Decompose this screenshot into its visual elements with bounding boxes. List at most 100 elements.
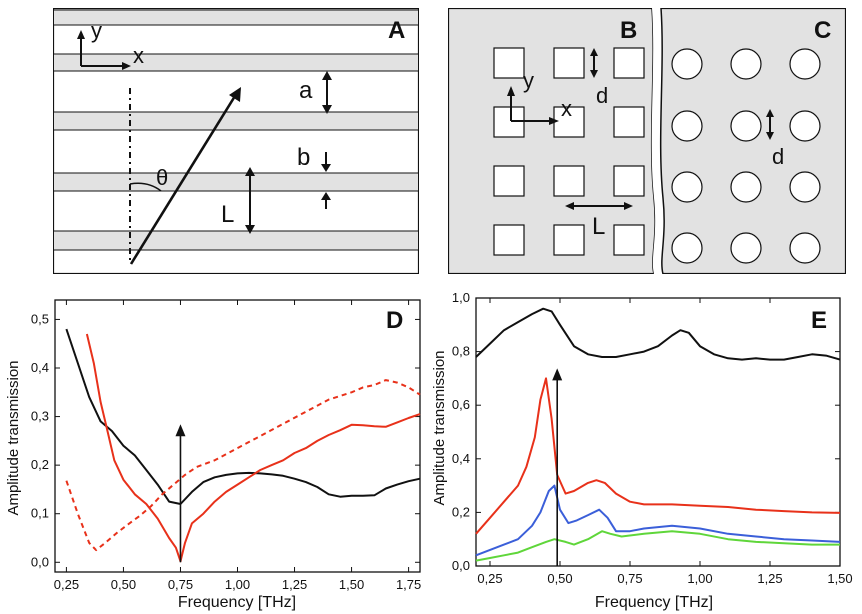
circle-hole	[671, 110, 703, 142]
break-fill	[651, 8, 665, 274]
wave-vector-arrowhead	[229, 87, 241, 102]
coordinate-axes	[80, 36, 123, 67]
axis-y-label: y	[91, 18, 102, 43]
chart-d-ytick-label: 0,0	[31, 554, 49, 569]
a-arrowhead-down	[322, 105, 332, 114]
theta-label: θ	[156, 165, 168, 190]
chart-e-xtick-label: 0,50	[547, 571, 572, 586]
square-hole	[493, 224, 525, 256]
panel-c-letter: C	[814, 17, 831, 44]
chart-d-series-red	[85, 333, 421, 563]
chart-d-ytick-label: 0,3	[31, 409, 49, 424]
panel-b-letter: B	[620, 17, 637, 44]
chart-d-ytick-label: 0,2	[31, 457, 49, 472]
circle-hole	[789, 110, 821, 142]
circle-hole	[789, 48, 821, 80]
bc-axis-x-label: x	[561, 96, 572, 121]
chart-e-ytick-label: 0,2	[452, 504, 470, 519]
circle-hole	[789, 171, 821, 203]
chart-e-ytick-label: 0,8	[452, 344, 470, 359]
circle-hole	[671, 48, 703, 80]
chart-e-plot-frame	[475, 297, 841, 567]
chart-d-xtick-label: 1,00	[225, 577, 250, 592]
chart-e-series-red	[475, 377, 841, 535]
chart-e-series-blue	[475, 484, 841, 557]
chart-e-ytick-label: 0,6	[452, 397, 470, 412]
square-hole	[493, 165, 525, 197]
panel-a-letter: A	[388, 17, 405, 44]
chart-e-xtick-label: 0,25	[477, 571, 502, 586]
b-arrowhead-top	[321, 164, 331, 172]
chart-d-xtick-label: 0,50	[111, 577, 136, 592]
chart-d-marker-arrowhead	[175, 424, 186, 437]
chart-d-ytick-label: 0,4	[31, 360, 49, 375]
L-arrowhead-up	[245, 167, 255, 176]
square-hole	[493, 47, 525, 79]
square-hole	[613, 47, 645, 79]
stripe	[53, 172, 419, 192]
circle-hole	[730, 171, 762, 203]
break-line-right	[659, 8, 665, 274]
chart-d-plot-frame	[54, 299, 421, 573]
chart-d-series-black	[65, 328, 421, 505]
panel-a-diagram: A y x θ a b L	[53, 8, 419, 274]
chart-d-xtick-label: 1,75	[396, 577, 421, 592]
chart-d-plot: 0,25 0,50 0,75 1,00 1,25 1,50 1,75 0,0 0,1 0,2 0,3…	[31, 299, 421, 592]
L-period-arrowhead-right	[624, 202, 633, 210]
chart-e-series-black	[475, 307, 841, 361]
chart-e-xtick-label: 1,50	[827, 571, 852, 586]
L-period-label: L	[592, 213, 605, 240]
panel-d-chart: Amplitude transmission Frequency [THz] D…	[5, 299, 421, 611]
wave-vector-arrow	[129, 95, 237, 265]
bc-arrowhead-y	[507, 86, 515, 96]
arrowhead-x	[122, 62, 131, 70]
chart-d-series-red-dashed	[65, 379, 421, 552]
stripe	[53, 230, 419, 251]
stripe	[53, 9, 419, 26]
b-arrowhead-bottom	[321, 192, 331, 200]
L-arrowhead-down	[245, 225, 255, 234]
axis-x-label: x	[133, 43, 144, 68]
d-circle-arrowhead-down	[766, 132, 774, 140]
chart-e-series-green	[475, 530, 840, 562]
chart-e-xlabel: Frequency [THz]	[595, 594, 713, 611]
arrowhead-y	[77, 30, 85, 39]
chart-e-ytick-label: 1,0	[452, 290, 470, 305]
chart-e-xtick-label: 1,25	[757, 571, 782, 586]
chart-e-ytick-label: 0,0	[452, 558, 470, 573]
chart-e-plot: 0,25 0,50 0,75 1,00 1,25 1,50 0,0 0,2 0,4 0,6 0,8 1…	[452, 290, 853, 586]
chart-e-xtick-label: 0,75	[617, 571, 642, 586]
chart-d-xtick-label: 1,25	[282, 577, 307, 592]
chart-e-xtick-label: 1,00	[687, 571, 712, 586]
panel-a-frame	[53, 8, 419, 274]
circle-hole	[730, 48, 762, 80]
d-circle-arrowhead-up	[766, 109, 774, 117]
d-square-arrowhead-down	[590, 70, 598, 78]
square-hole	[553, 106, 585, 138]
chart-d-ytick-label: 0,1	[31, 506, 49, 521]
label-b: b	[297, 144, 310, 171]
stripe	[53, 53, 419, 72]
chart-e-ylabel: Amplitude transmission	[431, 350, 448, 505]
d-circle-label: d	[772, 144, 784, 169]
label-a: a	[299, 77, 313, 104]
chart-d-xlabel: Frequency [THz]	[178, 594, 296, 611]
chart-d-xtick-label: 0,75	[168, 577, 193, 592]
square-hole	[553, 165, 585, 197]
panel-bc-diagram: B C y x d d	[448, 8, 846, 274]
square-hole	[613, 165, 645, 197]
d-square-arrowhead-up	[590, 48, 598, 56]
chart-e-marker-arrowhead	[552, 368, 563, 381]
chart-d-ytick-label: 0,5	[31, 311, 49, 326]
panel-e-letter: E	[811, 307, 827, 334]
stripes	[53, 9, 419, 251]
stripe	[53, 111, 419, 131]
theta-arc	[129, 182, 162, 192]
panel-e-chart: Amplitude transmission Frequency [THz] E…	[431, 290, 853, 611]
d-square-label: d	[596, 83, 608, 108]
square-hole	[553, 47, 585, 79]
bc-arrowhead-x	[549, 117, 559, 125]
chart-d-ylabel: Amplitude transmission	[5, 360, 22, 515]
bc-coordinate-axes	[510, 93, 551, 122]
circle-holes	[671, 48, 821, 264]
